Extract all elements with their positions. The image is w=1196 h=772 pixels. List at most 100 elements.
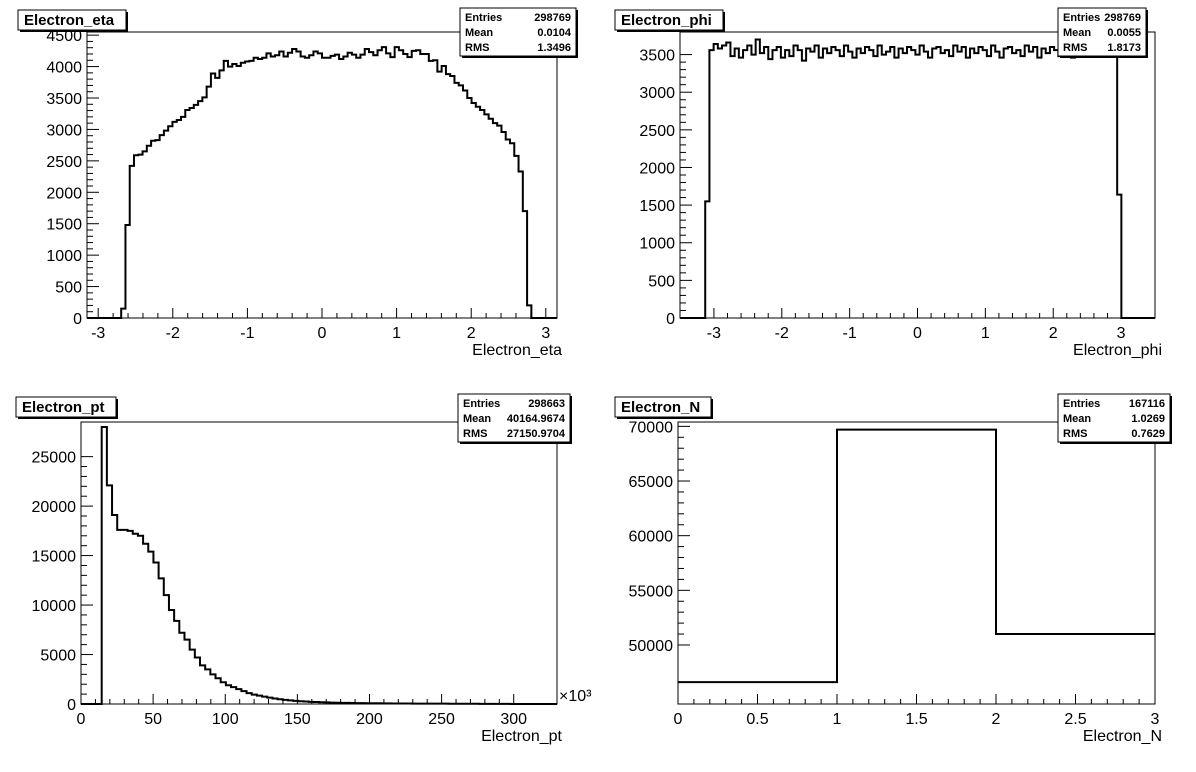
stats-mean-label: Mean (1063, 413, 1091, 425)
y-tick-label: 2500 (639, 123, 675, 140)
x-axis-title: Electron_phi (1073, 342, 1162, 359)
x-tick-label: 100 (212, 711, 239, 728)
y-tick-label: 10000 (32, 598, 77, 615)
title-box (17, 9, 127, 31)
x-axis-title: Electron_pt (481, 728, 562, 745)
x-tick-label: -1 (843, 325, 857, 342)
stats-rms-value: 1.3496 (537, 42, 571, 54)
stats-mean-label: Mean (1063, 27, 1091, 39)
histogram-panel-2: 0 5000 10000 15000 20000 25000 0 50 100 150 200 250… (15, 393, 592, 745)
y-tick-label: 4500 (46, 28, 82, 45)
y-tick-label: 55000 (629, 583, 674, 600)
x-axis-title: Electron_N (1083, 728, 1162, 745)
x-tick-label: -2 (166, 325, 180, 342)
x-tick-label: 2 (467, 325, 476, 342)
y-tick-label: 4000 (46, 60, 82, 77)
histogram-line (87, 46, 557, 319)
x-tick-label: 250 (428, 711, 455, 728)
y-tick-label: 0 (73, 311, 82, 328)
x-tick-label: 50 (144, 711, 162, 728)
x-tick-label: 2 (1049, 325, 1058, 342)
title-box (614, 396, 712, 418)
y-tick-label: 3000 (46, 122, 82, 139)
y-tick-label: 500 (55, 280, 82, 297)
stats-mean-value: 0.0055 (1107, 27, 1141, 39)
stats-entries-value: 298663 (528, 398, 565, 410)
histogram-panel-0: 0 500 1000 1500 2000 2500 3000 3500 4000 4500 -3 -2… (17, 7, 578, 359)
stats-rms-label: RMS (463, 428, 487, 440)
x-tick-label: 2.5 (1064, 711, 1086, 728)
stats-box (457, 393, 571, 443)
stats-entries-label: Entries (1063, 398, 1100, 410)
stats-mean-value: 1.0269 (1131, 413, 1165, 425)
histogram-line (680, 38, 1155, 319)
panel-title: Electron_eta (24, 12, 115, 29)
x-tick-label: 1 (833, 711, 842, 728)
x-tick-label: 3 (1151, 711, 1160, 728)
x-tick-label: 0 (77, 711, 86, 728)
stats-entries-value: 298769 (1104, 12, 1141, 24)
x-tick-label: 3 (1117, 325, 1126, 342)
plot-frame (677, 421, 1156, 705)
stats-rms-value: 0.7629 (1131, 428, 1165, 440)
x-tick-label: 3 (541, 325, 550, 342)
y-tick-label: 15000 (32, 549, 77, 566)
y-tick-label: 2000 (639, 160, 675, 177)
stats-box (1057, 7, 1147, 57)
y-tick-label: 500 (648, 273, 675, 290)
y-tick-label: 3000 (639, 85, 675, 102)
x-tick-label: 1 (981, 325, 990, 342)
stats-rms-value: 27150.9704 (507, 428, 566, 440)
y-tick-label: 1000 (46, 248, 82, 265)
stats-entries-value: 298769 (534, 12, 571, 24)
stats-rms-value: 1.8173 (1107, 42, 1141, 54)
y-tick-label: 5000 (40, 648, 76, 665)
y-tick-label: 50000 (629, 638, 674, 655)
stats-entries-label: Entries (1063, 12, 1100, 24)
plot-frame (80, 421, 558, 705)
x-axis-exponent: ×10³ (559, 688, 592, 705)
histogram-line (81, 425, 557, 705)
stats-entries-label: Entries (465, 12, 502, 24)
y-tick-label: 2500 (46, 154, 82, 171)
title-box (614, 9, 724, 31)
y-tick-label: 1500 (46, 217, 82, 234)
y-tick-label: 3500 (639, 48, 675, 65)
panel-title: Electron_pt (22, 399, 105, 416)
stats-mean-label: Mean (463, 413, 491, 425)
x-tick-label: 0 (318, 325, 327, 342)
stats-rms-label: RMS (1063, 428, 1087, 440)
y-tick-label: 2000 (46, 185, 82, 202)
stats-entries-label: Entries (463, 398, 500, 410)
stats-rms-label: RMS (465, 42, 489, 54)
x-tick-label: -2 (775, 325, 789, 342)
x-tick-label: 2 (992, 711, 1001, 728)
y-tick-label: 60000 (629, 529, 674, 546)
histogram-line (678, 428, 1155, 684)
y-tick-label: 70000 (629, 419, 674, 436)
x-tick-label: -3 (91, 325, 105, 342)
stats-rms-label: RMS (1063, 42, 1087, 54)
y-tick-label: 1500 (639, 198, 675, 215)
x-tick-label: 0 (674, 711, 683, 728)
y-tick-label: 0 (666, 311, 675, 328)
y-tick-label: 1000 (639, 236, 675, 253)
stats-box (1057, 393, 1171, 443)
x-tick-label: 150 (284, 711, 311, 728)
stats-mean-value: 40164.9674 (507, 413, 566, 425)
panel-title: Electron_phi (621, 12, 712, 29)
stats-box (459, 7, 577, 57)
panel-title: Electron_N (621, 399, 700, 416)
title-box (15, 396, 117, 418)
x-axis-title: Electron_eta (472, 342, 562, 359)
x-tick-label: 1 (392, 325, 401, 342)
plot-frame (86, 31, 558, 319)
y-tick-label: 65000 (629, 474, 674, 491)
y-tick-label: 25000 (32, 450, 77, 467)
plot-frame (679, 31, 1156, 319)
x-tick-label: 0 (913, 325, 922, 342)
x-tick-label: -1 (240, 325, 254, 342)
x-tick-label: 1.5 (905, 711, 927, 728)
y-tick-label: 3500 (46, 91, 82, 108)
